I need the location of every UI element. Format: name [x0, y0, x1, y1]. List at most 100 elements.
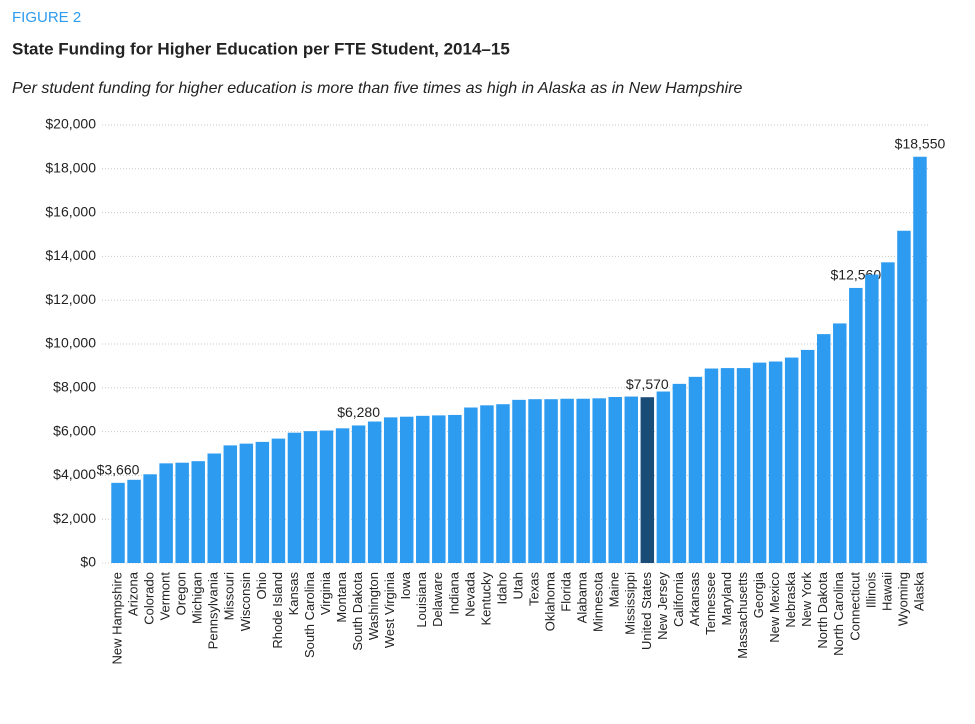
bar [592, 398, 606, 563]
x-tick-label: Delaware [430, 572, 445, 627]
y-tick-label: $20,000 [45, 116, 96, 132]
y-tick-label: $6,000 [53, 422, 96, 438]
y-tick-label: $0 [80, 554, 96, 570]
x-tick-label: Minnesota [591, 571, 606, 632]
bar [351, 425, 366, 563]
x-tick-label: Iowa [398, 571, 413, 599]
x-tick-label: Vermont [158, 572, 173, 621]
x-tick-label: North Dakota [815, 571, 830, 648]
y-tick-label: $16,000 [45, 203, 96, 219]
x-tick-label: South Carolina [302, 571, 317, 658]
x-tick-label: Montana [334, 571, 349, 622]
bar [127, 479, 141, 563]
x-tick-label: New Mexico [767, 572, 782, 643]
bar [512, 399, 526, 563]
y-tick-label: $18,000 [45, 160, 96, 176]
x-tick-label: Michigan [190, 572, 205, 624]
bar [448, 414, 462, 563]
bar [335, 428, 350, 563]
x-tick-label: Kansas [286, 572, 301, 616]
bar [287, 432, 302, 563]
bar [768, 361, 783, 563]
bar [496, 404, 510, 563]
bar [913, 156, 927, 563]
x-tick-label: Texas [526, 572, 541, 606]
y-tick-label: $2,000 [53, 510, 96, 526]
bar [367, 421, 382, 563]
chart-title: State Funding for Higher Education per F… [12, 39, 510, 58]
value-label: $18,550 [895, 135, 946, 151]
bar [752, 362, 767, 563]
value-label: $3,660 [97, 462, 140, 478]
bar [399, 416, 414, 563]
value-label: $6,280 [337, 404, 380, 420]
bar [897, 230, 911, 564]
bar [865, 274, 879, 563]
x-tick-label: Nebraska [783, 571, 798, 627]
y-tick-label: $8,000 [53, 379, 96, 395]
bar [656, 391, 671, 563]
bar [849, 287, 863, 563]
x-tick-label: Idaho [494, 572, 509, 605]
x-tick-label: Connecticut [847, 572, 862, 641]
x-tick-label: Mississippi [623, 572, 638, 635]
x-tick-label: Oregon [174, 572, 189, 615]
bar [303, 431, 318, 563]
bar [544, 399, 558, 563]
chart-subtitle: Per student funding for higher education… [12, 80, 743, 97]
x-tick-label: Arizona [125, 571, 140, 616]
bar [383, 417, 398, 563]
bar [143, 474, 157, 563]
y-tick-label: $14,000 [45, 247, 96, 263]
bar [255, 441, 270, 563]
value-label: $7,570 [626, 376, 669, 392]
bar [432, 415, 446, 563]
x-tick-label: West Virginia [382, 571, 397, 648]
x-tick-label: Colorado [142, 572, 157, 625]
x-tick-label: South Dakota [350, 571, 365, 651]
x-tick-label: Wyoming [895, 572, 910, 626]
bar [672, 383, 687, 563]
x-tick-label: Washington [366, 572, 381, 640]
x-tick-label: North Carolina [831, 571, 846, 656]
figure-label: FIGURE 2 [12, 9, 81, 26]
x-tick-label: Hawaii [879, 572, 894, 611]
x-tick-label: Utah [510, 572, 525, 599]
bar [528, 399, 542, 563]
bar [608, 396, 622, 563]
bar [464, 407, 478, 563]
bar [239, 443, 254, 563]
y-tick-label: $10,000 [45, 335, 96, 351]
x-tick-label: Indiana [446, 571, 461, 614]
x-tick-label: New Jersey [655, 572, 670, 640]
x-tick-label: Pennsylvania [206, 571, 221, 649]
x-tick-label: Tennessee [703, 572, 718, 635]
bar [223, 445, 238, 563]
x-tick-label: Alaska [911, 571, 926, 611]
bar [207, 453, 221, 563]
x-tick-label: Rhode Island [270, 572, 285, 649]
x-tick-label: Nevada [462, 571, 477, 617]
x-tick-label: California [671, 571, 686, 627]
bar [271, 438, 286, 563]
bar [817, 334, 831, 563]
bar [175, 462, 189, 563]
x-tick-label: Ohio [254, 572, 269, 599]
x-tick-label: Wisconsin [238, 572, 253, 631]
bar [720, 368, 735, 563]
x-tick-label: Alabama [575, 571, 590, 623]
x-tick-label: Maine [607, 572, 622, 607]
x-tick-label: Arkansas [687, 572, 702, 627]
x-tick-label: Georgia [751, 571, 766, 618]
x-tick-label: New Hampshire [109, 572, 124, 664]
bar [833, 323, 847, 563]
x-tick-label: United States [639, 572, 654, 651]
bar [800, 349, 815, 563]
x-tick-label: Massachusetts [735, 572, 750, 659]
bar [881, 262, 895, 563]
bar [736, 368, 751, 563]
bar [191, 461, 205, 563]
bar [688, 376, 703, 563]
x-tick-label: Kentucky [478, 572, 493, 626]
